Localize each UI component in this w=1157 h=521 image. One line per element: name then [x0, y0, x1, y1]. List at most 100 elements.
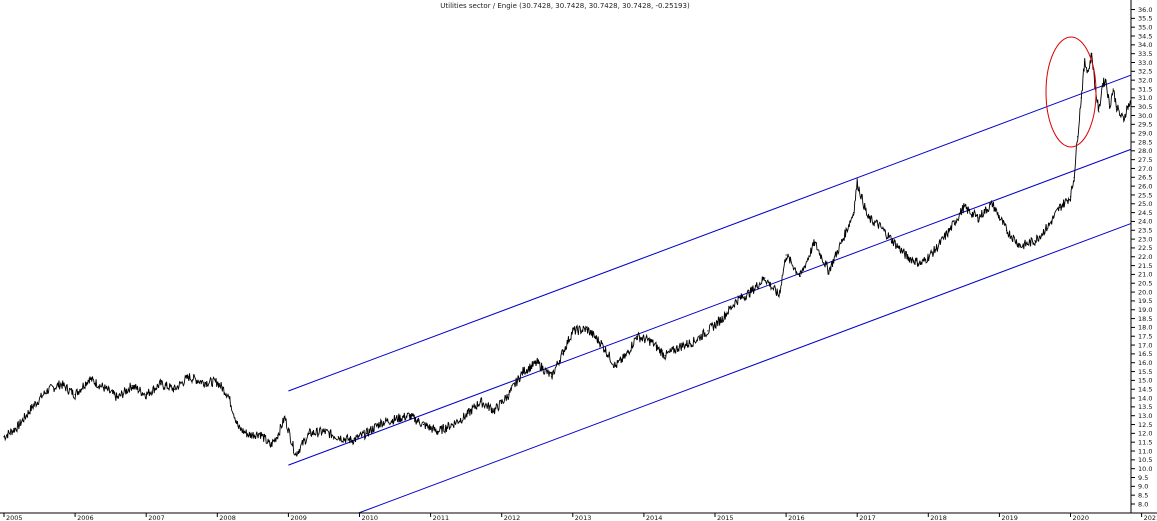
price-point: [1020, 245, 1022, 247]
price-point: [31, 406, 33, 408]
y-tick-label: 12.5: [1138, 421, 1152, 429]
price-point: [749, 291, 752, 293]
price-point: [625, 355, 627, 357]
price-point: [536, 362, 538, 364]
y-tick-label: 14.0: [1138, 394, 1152, 402]
price-point: [550, 376, 553, 378]
price-point: [764, 277, 766, 279]
x-tick-label: 2006: [77, 514, 94, 521]
x-tick-label: 2011: [433, 514, 450, 521]
x-tick-label: 2010: [362, 514, 379, 521]
price-point: [422, 423, 425, 426]
y-tick-label: 35.5: [1138, 15, 1152, 23]
price-point: [494, 409, 496, 411]
channel-lines: [288, 74, 1131, 513]
price-point: [1105, 79, 1107, 81]
y-tick-label: 30.5: [1138, 103, 1152, 111]
price-point: [1116, 106, 1118, 108]
price-point: [778, 295, 780, 297]
price-point: [1080, 97, 1082, 99]
y-tick-label: 20.0: [1138, 288, 1152, 296]
y-tick-label: 26.5: [1138, 174, 1152, 182]
y-tick-label: 35.0: [1138, 23, 1152, 31]
price-point: [977, 217, 979, 219]
y-tick-label: 23.5: [1138, 227, 1152, 235]
x-tick-label: 2020: [1073, 514, 1090, 521]
y-tick-label: 10.0: [1138, 465, 1152, 473]
y-tick-label: 28.0: [1138, 147, 1152, 155]
y-tick-label: 17.5: [1138, 333, 1152, 341]
price-point: [1034, 240, 1036, 242]
price-point: [693, 340, 695, 343]
highlight-ellipse: [1045, 36, 1097, 148]
price-point: [1059, 206, 1061, 208]
y-tick-label: 8.5: [1138, 491, 1148, 499]
price-point: [284, 416, 286, 419]
price-point: [227, 393, 229, 396]
channel-line-2: [288, 148, 1131, 466]
price-point: [522, 371, 524, 373]
x-tick-label: 2015: [717, 514, 734, 521]
price-point: [17, 425, 19, 427]
y-tick-label: 27.0: [1138, 165, 1152, 173]
price-point: [892, 240, 894, 242]
y-tick-label: 21.0: [1138, 271, 1152, 279]
price-point: [1084, 61, 1086, 64]
price-point: [963, 206, 965, 208]
price-point: [1101, 83, 1104, 85]
price-point: [1112, 88, 1114, 90]
x-tick-label: 2019: [1001, 514, 1018, 521]
y-tick-label: 19.0: [1138, 306, 1152, 314]
price-point: [828, 270, 830, 272]
y-tick-label: 17.0: [1138, 341, 1152, 349]
price-point: [813, 242, 816, 244]
price-point: [351, 439, 353, 441]
price-series: [3, 52, 1131, 457]
price-point: [216, 381, 218, 383]
price-point: [3, 436, 5, 438]
price-point: [117, 397, 119, 399]
price-point: [1119, 114, 1121, 117]
price-point: [437, 431, 439, 433]
y-tick-label: 16.5: [1138, 350, 1152, 358]
price-point: [636, 335, 638, 337]
y-tick-label: 25.5: [1138, 191, 1152, 199]
y-tick-label: 11.0: [1138, 447, 1152, 455]
price-point: [479, 401, 481, 403]
price-point: [1098, 111, 1100, 113]
price-point: [842, 238, 844, 240]
x-axis: 2005 2006 2007 2008 2009 2010 2011 2012 2013 2014…: [3, 513, 1157, 521]
y-tick-label: 13.0: [1138, 412, 1152, 420]
y-tick-label: 29.5: [1138, 121, 1152, 129]
price-point: [735, 300, 737, 302]
price-point: [337, 436, 339, 438]
y-tick-label: 9.0: [1138, 483, 1148, 491]
y-tick-label: 19.5: [1138, 297, 1152, 305]
price-point: [188, 376, 190, 378]
y-tick-label: 24.0: [1138, 218, 1152, 226]
price-point: [394, 418, 396, 420]
price-point: [408, 415, 410, 417]
price-point: [202, 381, 204, 383]
y-tick-label: 33.5: [1138, 50, 1152, 58]
y-tick-label: 26.0: [1138, 182, 1152, 190]
price-point: [159, 383, 161, 385]
price-point: [877, 224, 880, 226]
y-tick-label: 22.5: [1138, 244, 1152, 252]
price-point: [1126, 106, 1128, 108]
price-point: [867, 217, 869, 219]
y-tick-label: 16.0: [1138, 359, 1152, 367]
price-point: [323, 431, 325, 433]
price-point: [60, 383, 62, 385]
price-point: [259, 432, 261, 434]
x-tick-label: 2016: [788, 514, 805, 521]
price-point: [572, 330, 574, 332]
price-point: [74, 393, 76, 396]
channel-line-3: [357, 222, 1131, 513]
y-tick-label: 34.5: [1138, 32, 1152, 40]
y-tick-label: 10.5: [1138, 456, 1152, 464]
y-tick-label: 15.5: [1138, 368, 1152, 376]
y-tick-label: 33.0: [1138, 59, 1152, 67]
price-point: [650, 340, 652, 343]
